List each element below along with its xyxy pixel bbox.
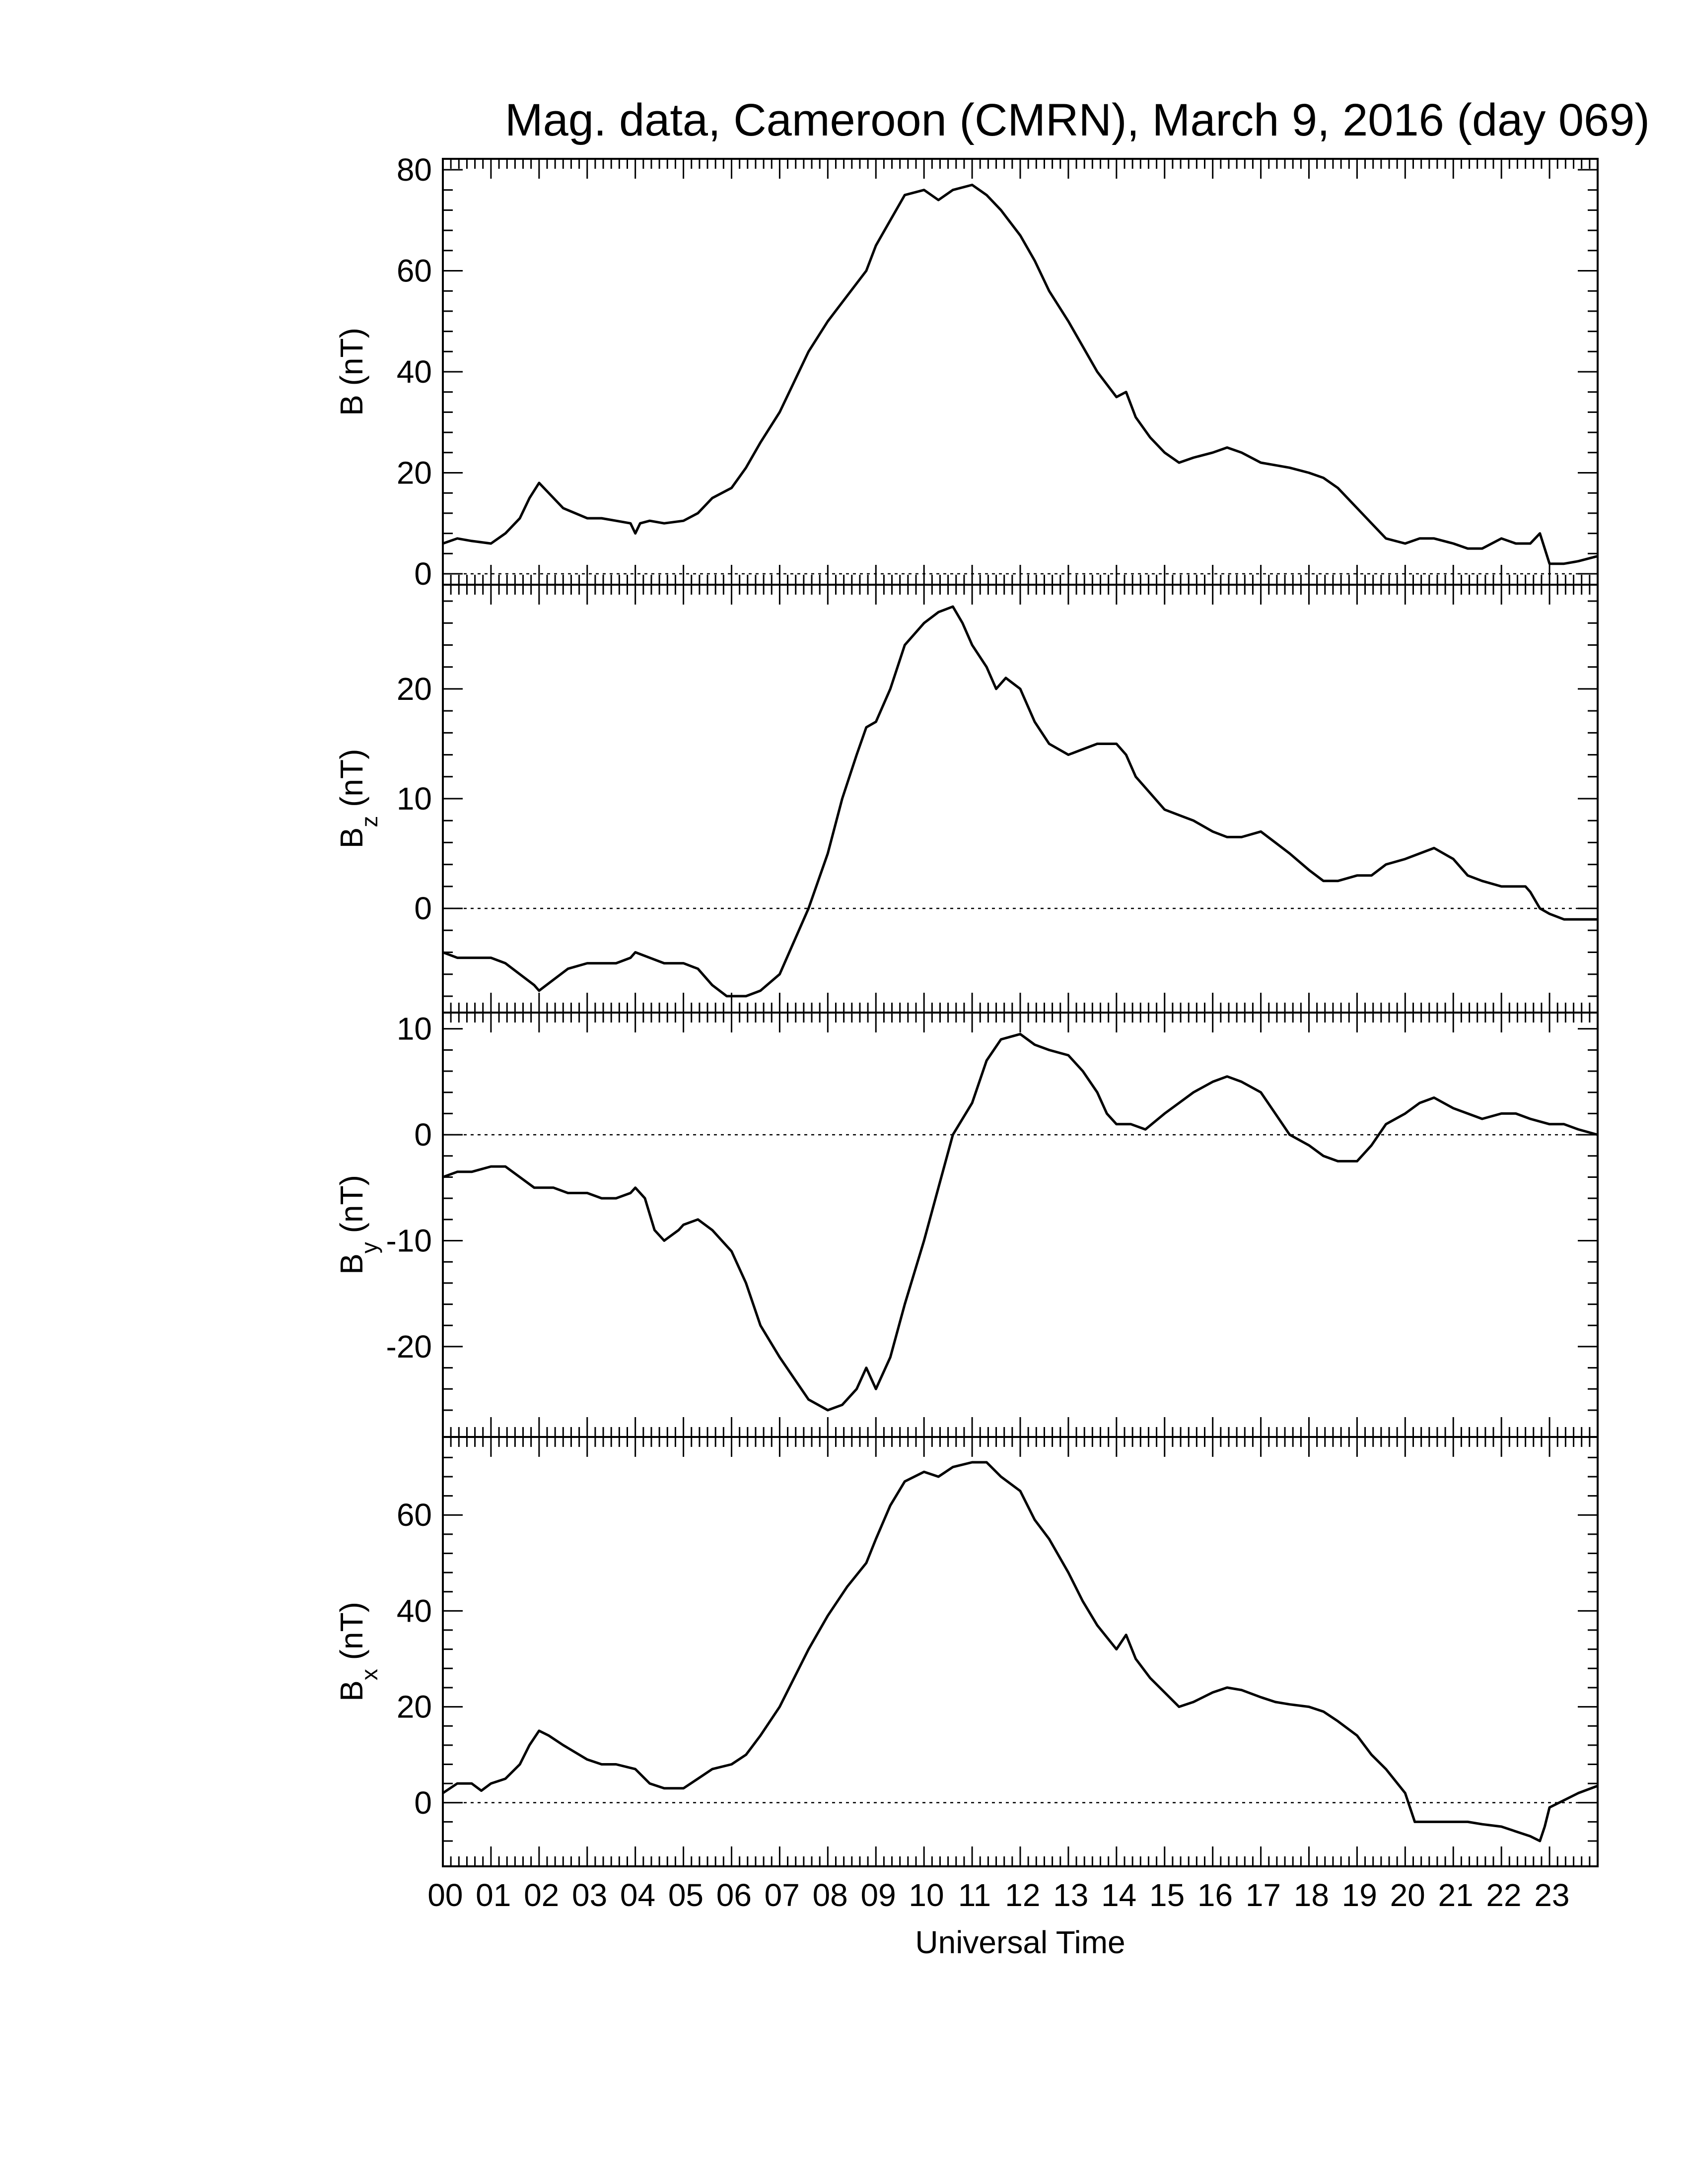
x-tick-label: 04 (620, 1877, 655, 1913)
x-tick-label: 15 (1149, 1877, 1185, 1913)
x-tick-label: 16 (1197, 1877, 1233, 1913)
x-tick-label: 10 (909, 1877, 944, 1913)
panel-bx-y-tick-label: 20 (397, 1689, 432, 1725)
panel-by-component: -20 -10 0 10 By (nT) (334, 1011, 1599, 1438)
panel-by-frame (442, 1012, 1599, 1438)
panel-by-series-line (442, 1032, 1598, 1412)
panel-bz-y-tick-label: 10 (397, 781, 432, 817)
x-tick-label: 22 (1486, 1877, 1521, 1913)
panel-b-y-tick-label: 80 (397, 152, 432, 188)
x-tick-label: 08 (813, 1877, 848, 1913)
x-tick-label: 18 (1294, 1877, 1329, 1913)
x-tick-label: 12 (1005, 1877, 1040, 1913)
panel-b-series-line (442, 184, 1598, 565)
panel-b-y-tick-label: 60 (397, 253, 432, 289)
panel-by-y-tick-label: -10 (386, 1223, 432, 1259)
panel-by-y-tick-label: -20 (386, 1329, 432, 1365)
panel-bx-y-axis-label: Bx (nT) (334, 1602, 382, 1702)
x-tick-label: 01 (476, 1877, 511, 1913)
x-tick-label: 03 (572, 1877, 607, 1913)
x-tick-label: 06 (716, 1877, 752, 1913)
panel-bx-series-line (442, 1461, 1598, 1843)
panel-bx-component: 0 20 40 60 Bx (nT) (334, 1436, 1599, 1867)
panel-bz-y-tick-label: 20 (397, 671, 432, 707)
x-tick-label: 13 (1053, 1877, 1088, 1913)
panel-b-y-tick-label: 20 (397, 455, 432, 491)
panel-bx-frame (442, 1436, 1599, 1867)
x-tick-label: 21 (1438, 1877, 1474, 1913)
panel-b-y-axis-label: B (nT) (334, 328, 369, 416)
x-tick-label: 09 (861, 1877, 896, 1913)
chart-title: Mag. data, Cameroon (CMRN), March 9, 201… (505, 95, 1650, 145)
panel-bz-y-tick-label: 0 (414, 890, 432, 926)
x-tick-label: 23 (1534, 1877, 1569, 1913)
panel-bx-y-tick-label: 40 (397, 1593, 432, 1629)
panel-bz-series-line (442, 605, 1598, 998)
x-tick-label: 11 (958, 1877, 991, 1913)
x-tick-label: 20 (1390, 1877, 1425, 1913)
x-tick-label: 14 (1101, 1877, 1136, 1913)
panel-by-y-axis-label: By (nT) (334, 1175, 382, 1275)
panel-by-y-tick-label: 0 (414, 1117, 432, 1153)
panel-b-total-field: 0 20 40 60 80 B (nT) (334, 152, 1599, 592)
panel-by-y-tick-label: 10 (397, 1011, 432, 1047)
x-axis-tick-labels: 00 01 02 03 04 05 06 07 08 09 10 11 12 13 14 15 16 17 18 19… (427, 1877, 1569, 1913)
panel-b-y-tick-label: 40 (397, 354, 432, 390)
x-tick-label: 05 (668, 1877, 703, 1913)
panel-bz-frame (442, 584, 1599, 1014)
x-tick-label: 02 (524, 1877, 559, 1913)
panel-bz-y-axis-label: Bz (nT) (334, 749, 382, 849)
panel-bx-y-tick-label: 60 (397, 1497, 432, 1533)
x-tick-label: 00 (427, 1877, 463, 1913)
panel-b-y-tick-label: 0 (414, 556, 432, 592)
x-tick-label: 07 (765, 1877, 800, 1913)
x-tick-label: 19 (1342, 1877, 1377, 1913)
x-tick-label: 17 (1246, 1877, 1281, 1913)
x-axis-label: Universal Time (915, 1924, 1125, 1960)
panel-bx-y-tick-label: 0 (414, 1785, 432, 1821)
panel-bz-component: 0 10 20 Bz (nT) (334, 584, 1599, 1014)
